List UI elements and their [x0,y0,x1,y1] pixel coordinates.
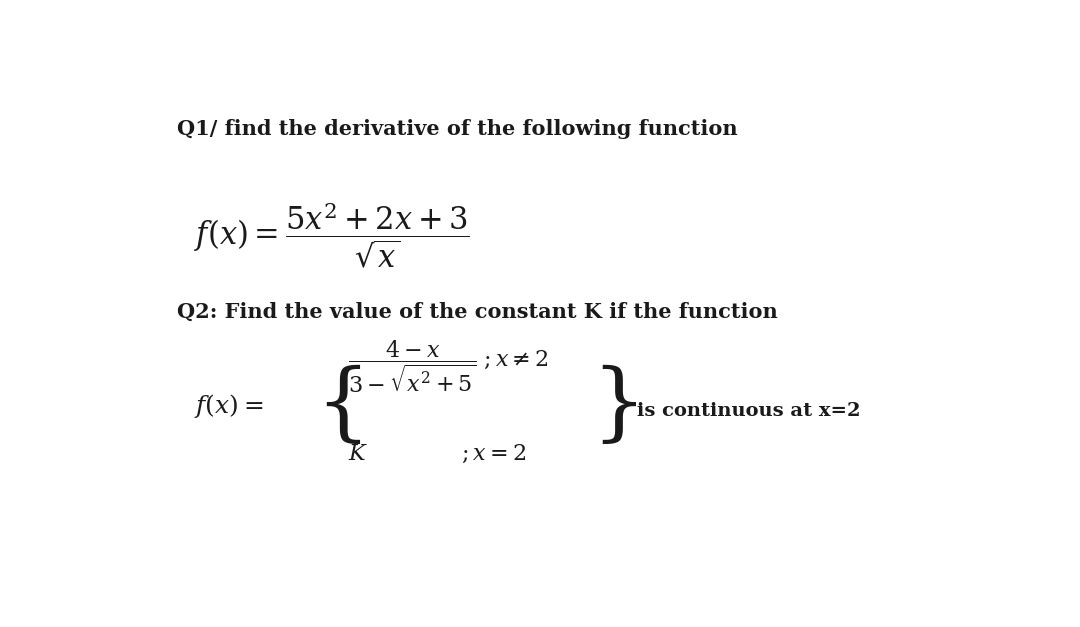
Text: Q2: Find the value of the constant K if the function: Q2: Find the value of the constant K if … [177,302,778,322]
Text: $f(x) = \dfrac{5x^2 + 2x + 3}{\sqrt{x}}$: $f(x) = \dfrac{5x^2 + 2x + 3}{\sqrt{x}}$ [193,201,470,270]
Text: $\dfrac{4-x}{3-\sqrt{x^2+5}}\;; x \neq 2$: $\dfrac{4-x}{3-\sqrt{x^2+5}}\;; x \neq 2… [349,339,550,396]
Text: is continuous at x=2: is continuous at x=2 [637,402,861,420]
Text: $\}$: $\}$ [591,364,637,448]
Text: Q1/ find the derivative of the following function: Q1/ find the derivative of the following… [177,119,738,139]
Text: $f(x) =$: $f(x) =$ [193,392,264,420]
Text: $K \qquad\qquad\;\;; x = 2$: $K \qquad\qquad\;\;; x = 2$ [349,443,527,465]
Text: $\{$: $\{$ [315,364,361,448]
